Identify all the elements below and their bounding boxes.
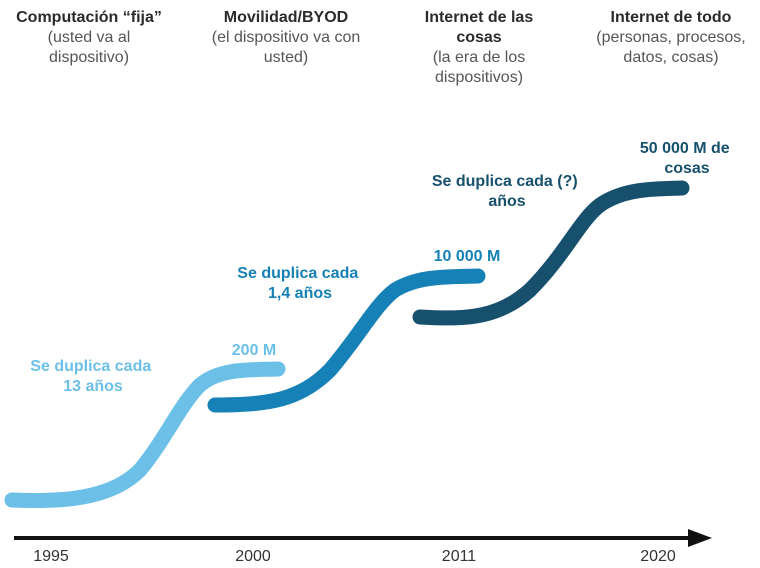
era-subtitle: (personas, procesos, datos, cosas) — [596, 29, 746, 66]
era-subtitle: (usted va al dispositivo) — [47, 29, 131, 66]
phase-1-rate-label: Se duplica cada 13 años — [30, 358, 155, 395]
phase-3-curve — [412, 180, 690, 326]
era-header-internet-of-everything: Internet de todo (personas, procesos, da… — [582, 8, 760, 68]
year-label-2020: 2020 — [640, 548, 676, 565]
rate-line: 1,4 años — [268, 285, 332, 302]
era-header-mobility: Movilidad/BYOD (el dispositivo va con us… — [196, 8, 376, 68]
rate-line: Se duplica cada — [30, 358, 151, 375]
rate-line: 13 años — [63, 378, 123, 395]
end-line: 50 000 M de — [640, 140, 730, 157]
era-header-fixed-computing: Computación “fija” (usted va al disposit… — [0, 8, 178, 68]
rate-line: Se duplica cada (?) — [432, 173, 578, 190]
year-label-2000: 2000 — [235, 548, 271, 565]
phase-2-curve — [207, 268, 486, 413]
era-header-internet-of-things: Internet de las cosas (la era de los dis… — [398, 8, 560, 88]
era-subtitle: (la era de los dispositivos) — [432, 49, 526, 86]
phase-2-rate-label: Se duplica cada 1,4 años — [237, 265, 362, 302]
rate-line: Se duplica cada — [237, 265, 358, 282]
rate-line: años — [488, 193, 525, 210]
phase-1-curve — [4, 361, 286, 509]
end-line: 10 000 M — [434, 248, 501, 265]
era-title: Internet de las cosas — [424, 9, 534, 46]
era-title: Movilidad/BYOD — [223, 9, 349, 26]
phase-3-rate-label: Se duplica cada (?) años — [432, 173, 582, 210]
phase-2-end-label: 10 000 M — [434, 248, 501, 265]
phase-3-end-label: 50 000 M de cosas — [640, 140, 734, 177]
era-title: Computación “fija” — [16, 9, 162, 26]
year-label-2011: 2011 — [442, 548, 477, 565]
era-title: Internet de todo — [610, 9, 732, 26]
year-label-1995: 1995 — [33, 548, 69, 565]
end-line: cosas — [664, 160, 709, 177]
end-line: 200 M — [232, 342, 276, 359]
era-subtitle: (el dispositivo va con usted) — [211, 29, 361, 66]
timeline-arrowhead — [688, 529, 712, 547]
phase-1-end-label: 200 M — [232, 342, 276, 359]
